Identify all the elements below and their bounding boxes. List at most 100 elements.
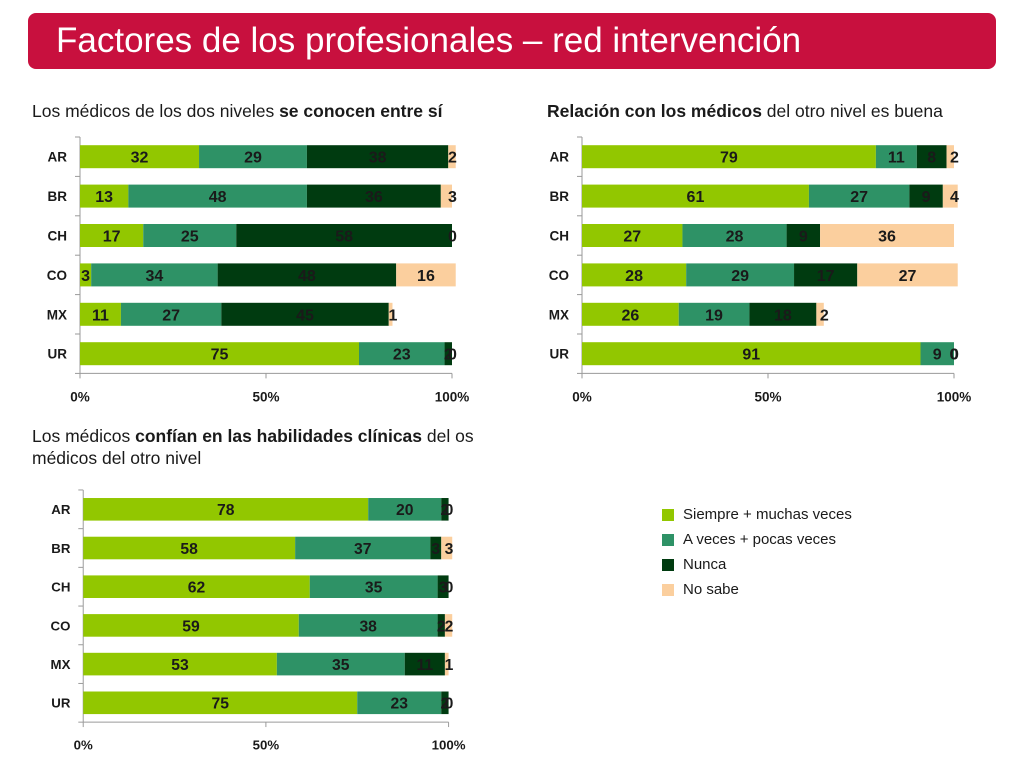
- bar-segment: [298, 614, 438, 637]
- caption-3-pre: Los médicos: [32, 426, 136, 446]
- bar-segment: [808, 184, 910, 208]
- data-label: 36: [878, 229, 896, 246]
- bar-segment: [80, 184, 129, 208]
- data-label: 3: [439, 580, 448, 597]
- category-label: CO: [47, 268, 67, 283]
- bar-segment: [221, 302, 389, 326]
- legend-swatch: [662, 583, 674, 596]
- data-label: 2: [441, 502, 450, 519]
- data-label: 61: [687, 189, 705, 206]
- bar-segment: [582, 263, 687, 287]
- data-label: 26: [621, 307, 639, 324]
- data-label: 0: [445, 502, 454, 519]
- bar-segment: [582, 145, 876, 169]
- data-label: 79: [720, 150, 738, 167]
- data-label: 2: [441, 696, 450, 713]
- chart-2-caption: Relación con los médicos del otro nivel …: [547, 100, 1007, 122]
- bar-segment: [120, 302, 222, 326]
- bar-segment: [786, 224, 821, 247]
- data-label: 29: [244, 150, 262, 167]
- bar-segment: [80, 224, 144, 247]
- bar-segment: [816, 302, 824, 326]
- bar-segment: [875, 145, 917, 169]
- bar-segment: [83, 536, 296, 560]
- category-label: BR: [51, 541, 71, 556]
- category-label: CH: [51, 580, 70, 595]
- data-label: 27: [899, 268, 917, 285]
- bar-segment: [946, 145, 954, 169]
- bar-segment: [749, 302, 817, 326]
- bar-segment: [857, 263, 958, 287]
- bar-segment: [309, 575, 438, 598]
- category-label: CO: [549, 268, 569, 283]
- data-label: 19: [705, 307, 723, 324]
- data-label: 4: [950, 189, 959, 206]
- bar-segment: [582, 224, 683, 247]
- data-label: 3: [448, 189, 457, 206]
- data-label: 32: [131, 150, 149, 167]
- data-label: 78: [217, 502, 235, 519]
- data-label: 2: [437, 618, 446, 635]
- bar-segment: [444, 342, 452, 366]
- category-label: MX: [549, 307, 569, 322]
- data-label: 75: [211, 347, 229, 364]
- legend: Siempre + muchas veces A veces + pocas v…: [662, 502, 852, 602]
- caption-1-bold: se conocen entre sí: [279, 101, 443, 121]
- legend-swatch: [662, 533, 674, 546]
- data-label: 0: [950, 347, 959, 364]
- data-label: 0: [445, 580, 454, 597]
- category-label: AR: [51, 502, 71, 517]
- bar-segment: [582, 342, 921, 366]
- category-label: UR: [48, 347, 68, 362]
- bar-segment: [83, 652, 277, 676]
- data-label: 28: [726, 229, 744, 246]
- bar-segment: [143, 224, 237, 247]
- data-label: 45: [296, 307, 314, 324]
- legend-label: Nunca: [683, 556, 727, 573]
- category-label: AR: [48, 150, 68, 165]
- x-tick-label: 0%: [572, 389, 592, 404]
- data-label: 27: [162, 307, 180, 324]
- bar-segment: [448, 145, 456, 169]
- caption-1-pre: Los médicos de los dos niveles: [32, 101, 280, 121]
- bar-segment: [437, 575, 449, 598]
- data-label: 9: [799, 229, 808, 246]
- data-label: 2: [820, 307, 829, 324]
- bar-segment: [404, 652, 445, 676]
- data-label: 1: [389, 307, 398, 324]
- caption-2-bold: Relación con los médicos: [547, 101, 762, 121]
- legend-label: Siempre + muchas veces: [683, 506, 852, 523]
- bar-segment: [80, 145, 200, 169]
- bar-segment: [582, 184, 809, 208]
- caption-3-post: del os médicos del otro nivel: [32, 426, 474, 468]
- caption-2-post: del otro nivel es buena: [761, 101, 943, 121]
- x-tick-label: 50%: [252, 389, 279, 404]
- data-label: 38: [369, 150, 387, 167]
- data-label: 53: [171, 657, 189, 674]
- bar-segment: [306, 145, 449, 169]
- legend-label: No sabe: [683, 581, 739, 598]
- bar-segment: [440, 184, 452, 208]
- x-tick-label: 0%: [70, 389, 90, 404]
- x-tick-label: 100%: [432, 738, 466, 753]
- data-label: 27: [623, 229, 641, 246]
- legend-item: Siempre + muchas veces: [662, 502, 852, 527]
- bar-segment: [437, 614, 445, 637]
- bar-segment: [368, 498, 442, 521]
- bar-segment: [682, 224, 787, 247]
- category-label: MX: [47, 307, 67, 322]
- data-label: 1: [445, 657, 454, 674]
- x-tick-label: 50%: [754, 389, 781, 404]
- category-label: BR: [550, 189, 570, 204]
- category-label: CH: [48, 229, 68, 244]
- legend-swatch: [662, 508, 674, 521]
- x-tick-label: 100%: [937, 389, 972, 404]
- category-label: CH: [550, 229, 570, 244]
- data-label: 2: [444, 347, 453, 364]
- data-label: 0: [950, 347, 959, 364]
- data-label: 28: [625, 268, 643, 285]
- data-label: 27: [850, 189, 868, 206]
- bar-segment: [441, 691, 449, 715]
- bar-segment: [83, 614, 299, 637]
